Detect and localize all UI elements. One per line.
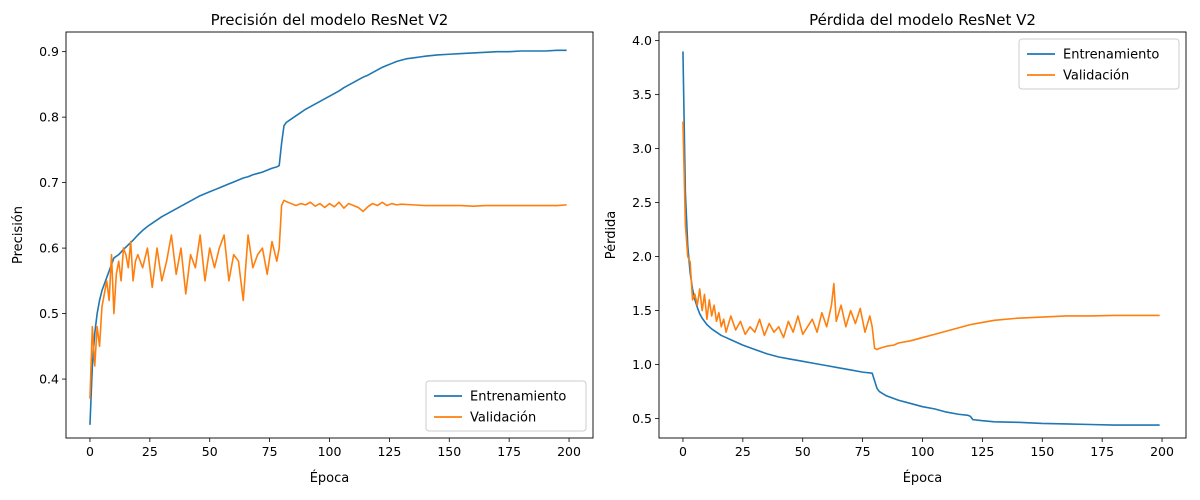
y-tick-label: 1.0 <box>632 357 652 372</box>
y-axis-label: Pérdida <box>604 211 619 260</box>
y-tick-label: 0.8 <box>39 110 59 125</box>
y-tick-label: 1.5 <box>632 303 652 318</box>
y-tick-label: 0.6 <box>39 241 59 256</box>
legend-label: Validación <box>1063 69 1129 84</box>
y-tick-label: 4.0 <box>632 33 652 48</box>
x-tick-label: 25 <box>142 444 158 459</box>
y-tick-label: 0.9 <box>39 44 59 59</box>
x-tick-label: 200 <box>557 444 581 459</box>
legend-label: Validación <box>470 411 536 426</box>
x-tick-label: 50 <box>202 444 218 459</box>
x-tick-label: 25 <box>735 444 751 459</box>
y-tick-label: 2.5 <box>632 195 652 210</box>
legend-box <box>425 380 587 432</box>
x-tick-label: 75 <box>855 444 871 459</box>
x-tick-label: 0 <box>86 444 94 459</box>
y-tick-label: 0.5 <box>632 411 652 426</box>
subplot-0: Precisión del modelo ResNet V2 0 25 50 75 100… <box>11 11 594 486</box>
x-tick-label: 200 <box>1150 444 1174 459</box>
y-axis-label: Precisión <box>11 206 26 264</box>
plot-frame <box>658 31 1187 439</box>
plot-frame <box>65 31 594 439</box>
x-axis-label: Época <box>310 470 350 486</box>
y-tick-label: 0.7 <box>39 175 59 190</box>
series-line-Validación <box>89 199 567 399</box>
x-tick-label: 150 <box>437 444 461 459</box>
legend: Entrenamiento Validación <box>425 380 587 432</box>
legend-label: Entrenamiento <box>1063 48 1159 63</box>
x-tick-label: 175 <box>497 444 521 459</box>
x-tick-label: 175 <box>1090 444 1114 459</box>
chart-title: Pérdida del modelo ResNet V2 <box>809 11 1036 29</box>
x-tick-label: 125 <box>377 444 401 459</box>
y-tick-label: 0.4 <box>39 372 59 387</box>
x-tick-label: 100 <box>911 444 935 459</box>
y-tick-label: 3.5 <box>632 87 652 102</box>
y-tick-label: 0.5 <box>39 306 59 321</box>
y-tick-label: 3.0 <box>632 141 652 156</box>
x-tick-label: 100 <box>318 444 342 459</box>
series-line-Validación <box>682 121 1160 351</box>
chart-title: Precisión del modelo ResNet V2 <box>211 11 449 29</box>
x-tick-label: 75 <box>262 444 278 459</box>
x-tick-label: 150 <box>1030 444 1054 459</box>
legend: Entrenamiento Validación <box>1018 38 1180 90</box>
legend-box <box>1018 38 1180 90</box>
x-tick-label: 50 <box>795 444 811 459</box>
x-tick-label: 125 <box>970 444 994 459</box>
series-line-Entrenamiento <box>682 51 1160 426</box>
subplot-1: Pérdida del modelo ResNet V2 0 25 50 75 100 12… <box>604 11 1187 486</box>
x-axis-label: Época <box>903 470 943 486</box>
y-tick-label: 2.0 <box>632 249 652 264</box>
series-line-Entrenamiento <box>89 49 567 425</box>
legend-label: Entrenamiento <box>470 390 566 405</box>
x-tick-label: 0 <box>679 444 687 459</box>
